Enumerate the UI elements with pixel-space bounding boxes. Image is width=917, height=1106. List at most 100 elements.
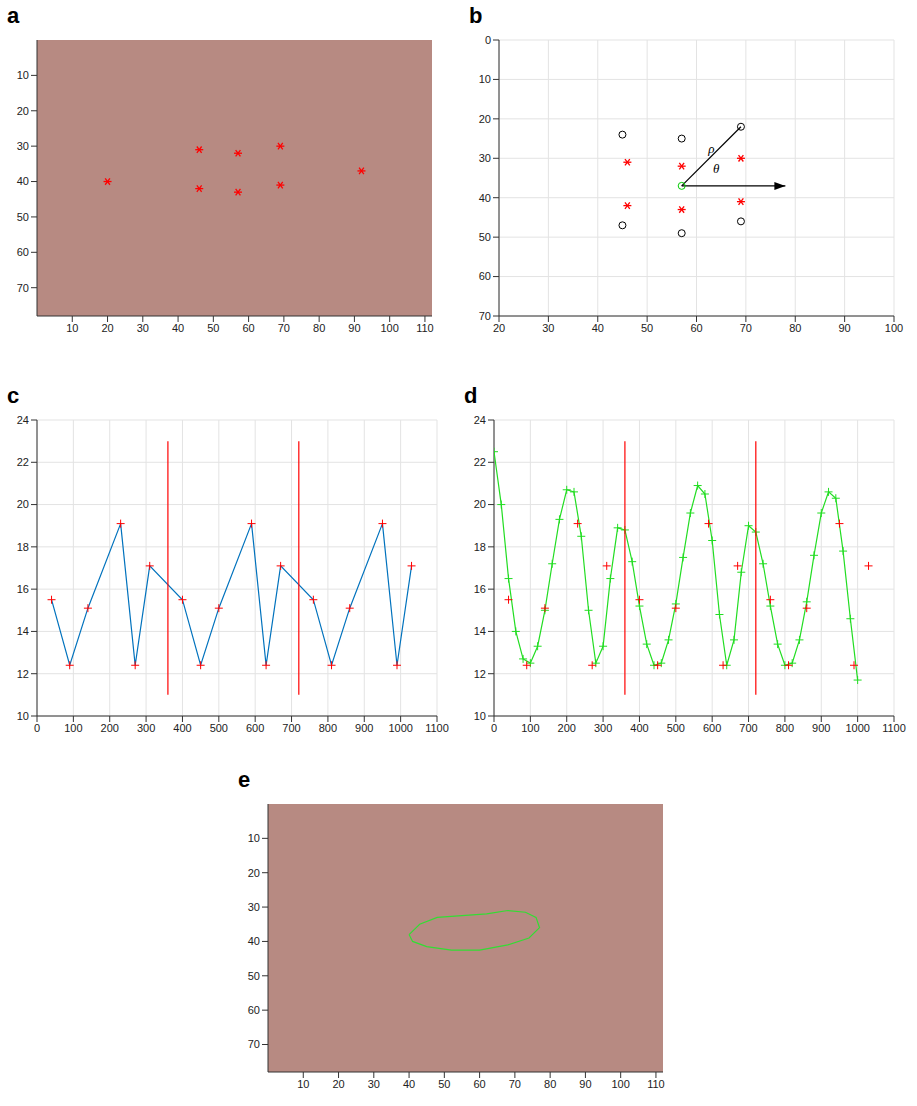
svg-text:18: 18 — [474, 541, 486, 553]
svg-text:20: 20 — [101, 322, 113, 334]
svg-text:800: 800 — [776, 722, 794, 734]
svg-text:1100: 1100 — [882, 722, 906, 734]
svg-text:60: 60 — [242, 322, 254, 334]
svg-text:50: 50 — [207, 322, 219, 334]
svg-text:40: 40 — [172, 322, 184, 334]
svg-text:30: 30 — [248, 901, 260, 913]
svg-text:0: 0 — [491, 722, 497, 734]
svg-text:10: 10 — [474, 710, 486, 722]
svg-text:900: 900 — [355, 722, 373, 734]
svg-text:θ: θ — [713, 161, 720, 176]
svg-text:18: 18 — [17, 541, 29, 553]
svg-text:110: 110 — [416, 322, 434, 334]
svg-text:50: 50 — [17, 211, 29, 223]
svg-text:500: 500 — [210, 722, 228, 734]
svg-text:20: 20 — [248, 867, 260, 879]
svg-text:70: 70 — [479, 310, 491, 322]
svg-text:30: 30 — [542, 322, 554, 334]
svg-text:10: 10 — [479, 73, 491, 85]
svg-text:100: 100 — [521, 722, 539, 734]
svg-text:500: 500 — [667, 722, 685, 734]
svg-text:700: 700 — [739, 722, 757, 734]
svg-text:200: 200 — [558, 722, 576, 734]
svg-text:40: 40 — [479, 192, 491, 204]
svg-text:400: 400 — [630, 722, 648, 734]
svg-text:ρ: ρ — [707, 141, 714, 156]
svg-text:60: 60 — [17, 246, 29, 258]
svg-text:10: 10 — [17, 710, 29, 722]
svg-text:100: 100 — [885, 322, 903, 334]
svg-text:50: 50 — [248, 970, 260, 982]
svg-text:70: 70 — [509, 1078, 521, 1090]
svg-text:110: 110 — [647, 1078, 665, 1090]
svg-text:70: 70 — [278, 322, 290, 334]
svg-text:600: 600 — [246, 722, 264, 734]
svg-text:900: 900 — [812, 722, 830, 734]
svg-text:40: 40 — [403, 1078, 415, 1090]
svg-text:50: 50 — [641, 322, 653, 334]
svg-text:20: 20 — [493, 322, 505, 334]
svg-text:90: 90 — [839, 322, 851, 334]
svg-text:60: 60 — [248, 1004, 260, 1016]
html-text:b: b — [469, 3, 483, 28]
svg-text:24: 24 — [17, 414, 29, 426]
svg-text:80: 80 — [789, 322, 801, 334]
svg-text:1000: 1000 — [845, 722, 869, 734]
svg-text:1000: 1000 — [388, 722, 412, 734]
svg-text:70: 70 — [248, 1038, 260, 1050]
svg-text:20: 20 — [474, 498, 486, 510]
svg-text:700: 700 — [282, 722, 300, 734]
svg-text:80: 80 — [313, 322, 325, 334]
svg-text:22: 22 — [17, 456, 29, 468]
svg-text:300: 300 — [137, 722, 155, 734]
svg-text:50: 50 — [438, 1078, 450, 1090]
svg-text:200: 200 — [101, 722, 119, 734]
svg-text:10: 10 — [297, 1078, 309, 1090]
svg-text:10: 10 — [17, 69, 29, 81]
svg-text:0: 0 — [34, 722, 40, 734]
svg-text:90: 90 — [579, 1078, 591, 1090]
svg-text:80: 80 — [544, 1078, 556, 1090]
svg-text:1100: 1100 — [425, 722, 449, 734]
svg-text:24: 24 — [474, 414, 486, 426]
html-text:e: e — [238, 767, 251, 792]
svg-text:30: 30 — [17, 140, 29, 152]
svg-text:100: 100 — [611, 1078, 629, 1090]
html-text:d: d — [464, 383, 478, 408]
svg-text:40: 40 — [17, 175, 29, 187]
svg-text:70: 70 — [740, 322, 752, 334]
svg-text:800: 800 — [319, 722, 337, 734]
svg-text:20: 20 — [479, 113, 491, 125]
svg-text:12: 12 — [474, 668, 486, 680]
svg-text:90: 90 — [348, 322, 360, 334]
svg-text:16: 16 — [474, 583, 486, 595]
svg-text:20: 20 — [17, 105, 29, 117]
svg-text:20: 20 — [17, 498, 29, 510]
svg-text:30: 30 — [137, 322, 149, 334]
svg-text:60: 60 — [473, 1078, 485, 1090]
svg-text:16: 16 — [17, 583, 29, 595]
svg-text:14: 14 — [17, 625, 29, 637]
svg-text:22: 22 — [474, 456, 486, 468]
svg-text:20: 20 — [332, 1078, 344, 1090]
html-text:c: c — [7, 383, 20, 408]
svg-text:600: 600 — [703, 722, 721, 734]
svg-text:12: 12 — [17, 668, 29, 680]
svg-text:300: 300 — [594, 722, 612, 734]
svg-text:0: 0 — [485, 34, 491, 46]
svg-text:70: 70 — [17, 282, 29, 294]
svg-text:400: 400 — [173, 722, 191, 734]
svg-text:30: 30 — [368, 1078, 380, 1090]
svg-text:10: 10 — [66, 322, 78, 334]
svg-text:40: 40 — [592, 322, 604, 334]
svg-text:100: 100 — [380, 322, 398, 334]
svg-text:40: 40 — [248, 935, 260, 947]
svg-text:10: 10 — [248, 832, 260, 844]
svg-text:100: 100 — [64, 722, 82, 734]
svg-text:60: 60 — [479, 270, 491, 282]
svg-text:50: 50 — [479, 231, 491, 243]
svg-text:14: 14 — [474, 625, 486, 637]
svg-text:60: 60 — [690, 322, 702, 334]
html-text:a: a — [7, 3, 20, 28]
svg-text:30: 30 — [479, 152, 491, 164]
